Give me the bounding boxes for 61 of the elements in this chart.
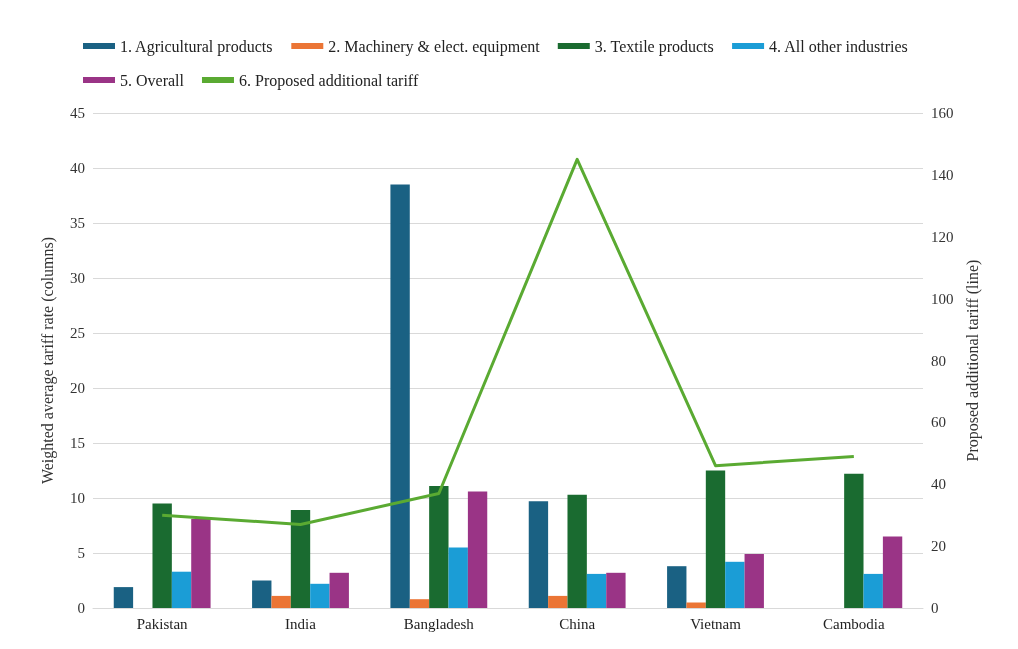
y-tick-label: 5 bbox=[77, 545, 85, 561]
y-tick-label: 35 bbox=[70, 215, 85, 231]
bar bbox=[252, 580, 272, 608]
x-tick-label: Cambodia bbox=[823, 615, 885, 632]
y2-tick-label: 20 bbox=[931, 538, 946, 555]
bar bbox=[448, 547, 468, 608]
y-tick-label: 0 bbox=[77, 600, 85, 616]
y-tick-label: 25 bbox=[70, 325, 85, 341]
x-tick-label: Pakistan bbox=[136, 615, 189, 632]
bar bbox=[113, 587, 134, 608]
bar bbox=[844, 473, 864, 608]
legend-label: 5. Overall bbox=[120, 71, 185, 89]
bar bbox=[409, 599, 430, 608]
bar bbox=[725, 561, 745, 608]
line-series bbox=[160, 157, 856, 526]
bar bbox=[429, 485, 449, 608]
bar bbox=[329, 572, 349, 608]
y2-tick-label: 100 bbox=[931, 290, 954, 307]
y-tick-label: 40 bbox=[70, 160, 85, 176]
y-tick-label: 45 bbox=[70, 105, 85, 121]
bar bbox=[667, 566, 687, 608]
y-axis-title: Weighted average tariff rate (columns) bbox=[38, 236, 57, 485]
bar bbox=[686, 602, 706, 608]
x-tick-label: Vietnam bbox=[690, 615, 742, 632]
bar bbox=[882, 536, 903, 608]
bar bbox=[152, 503, 172, 608]
y-tick-label: 10 bbox=[70, 490, 85, 506]
legend-label: 3. Textile products bbox=[594, 37, 714, 56]
x-tick-label: Bangladesh bbox=[403, 615, 475, 632]
y-tick-label: 20 bbox=[70, 380, 85, 396]
y2-tick-label: 40 bbox=[931, 476, 946, 493]
y2-tick-label: 60 bbox=[931, 414, 946, 431]
legend-label: 6. Proposed additional tariff bbox=[238, 71, 419, 90]
bar bbox=[744, 554, 764, 608]
bar bbox=[863, 573, 883, 608]
legend-label: 2. Machinery & elect. equipment bbox=[328, 37, 541, 56]
bar bbox=[548, 595, 568, 608]
y2-axis-title: Proposed additional tariff (line) bbox=[963, 259, 982, 462]
bar bbox=[271, 595, 291, 608]
bar bbox=[467, 491, 488, 608]
y2-tick-label: 80 bbox=[931, 352, 946, 369]
bar bbox=[171, 571, 192, 608]
bar bbox=[310, 583, 330, 608]
bar bbox=[290, 510, 311, 608]
y2-tick-label: 120 bbox=[931, 228, 954, 245]
bar bbox=[567, 494, 587, 608]
x-tick-label: India bbox=[285, 615, 317, 632]
bar bbox=[528, 501, 549, 608]
y2-tick-label: 0 bbox=[931, 600, 939, 616]
x-tick-label: China bbox=[559, 615, 596, 632]
y2-tick-label: 160 bbox=[931, 105, 954, 121]
y-tick-label: 30 bbox=[70, 270, 85, 286]
bar bbox=[390, 184, 410, 608]
y2-tick-label: 140 bbox=[931, 166, 954, 183]
legend-label: 4. All other industries bbox=[769, 37, 908, 55]
bar bbox=[606, 572, 626, 608]
bar bbox=[586, 573, 607, 608]
y-tick-label: 15 bbox=[70, 435, 85, 451]
bar bbox=[191, 518, 211, 608]
legend-label: 1. Agricultural products bbox=[120, 37, 273, 56]
bar bbox=[705, 470, 726, 608]
